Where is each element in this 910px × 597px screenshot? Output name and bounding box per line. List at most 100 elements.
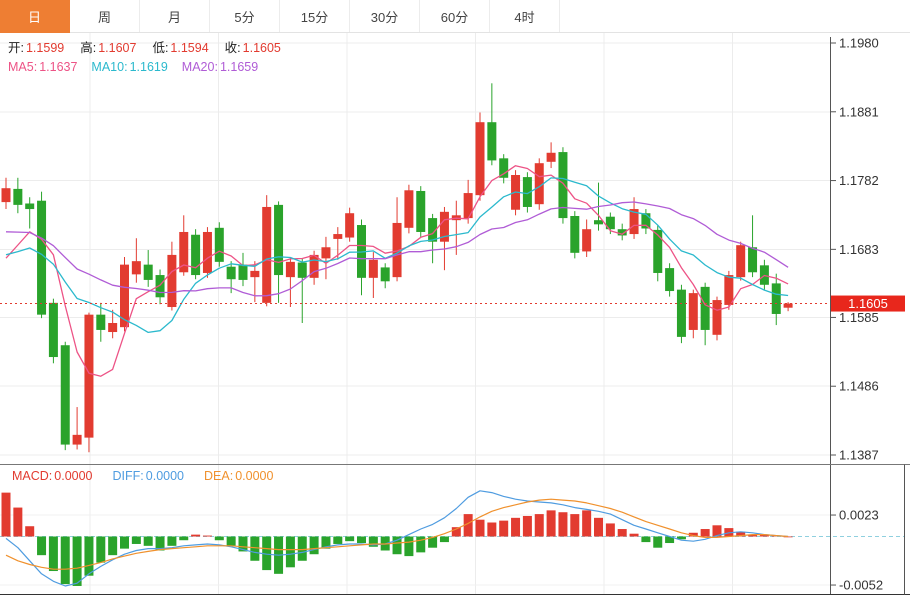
last-price-badge [831,295,905,312]
macd-histogram-bar [617,529,627,537]
macd-histogram-bar [475,519,485,537]
macd-histogram-bar [463,514,473,537]
candle-body [617,229,627,236]
candle-body [131,261,141,275]
candle-body [155,275,165,298]
macd-histogram-bar [309,536,319,555]
candle-body [309,254,319,278]
macd-histogram-bar [333,536,343,544]
macd-histogram-bar [13,507,23,537]
macd-histogram-bar [404,536,414,557]
candle-body [202,231,212,273]
macd-histogram-bar [688,532,698,537]
kline-chart-canvas[interactable]: 1.1980 1.1881 1.1782 1.1683 1.1585 1.1486 1.13… [0,33,910,597]
tab-day[interactable]: 日 [0,0,70,33]
candle-body [534,163,544,205]
tab-5min[interactable]: 5分 [210,0,280,32]
macd-histogram-bar [736,531,746,537]
candle-body [676,289,686,337]
candle-body [439,211,449,242]
macd-histogram-bar [48,536,58,572]
candle-body [629,209,639,235]
macd-tick-label: 0.0023 [839,508,879,523]
candle-body [333,234,343,239]
candle-body [546,152,556,162]
macd_header-diff-label: DIFF: [112,469,144,483]
candle-body [179,231,189,273]
candle-body [653,229,663,273]
ma-ma10-value: 1.1619 [129,60,168,74]
ohlc-readout: 开: 1.1599 高: 1.1607 低: 1.1594 收: 1.1605 [8,41,281,55]
macd-histogram-bar [416,536,426,553]
macd_header-macd: MACD: 0.0000 [12,469,93,483]
tab-60min[interactable]: 60分 [420,0,490,32]
ohlc-open-label: 开: [8,41,24,55]
timeframe-tabbar: 日周月 5分 15分 30分 60分 4时 [0,0,910,33]
tab-30min[interactable]: 30分 [350,0,420,32]
candle-body [641,213,651,229]
macd-histogram-bar [487,522,497,537]
macd-histogram-bar [143,536,153,546]
ohlc-low-label: 低: [152,41,169,55]
macd-histogram-bar [428,536,438,548]
ma20-line [5,201,789,297]
candle-body [214,227,224,262]
candle-body [250,270,260,278]
macd-histogram-bar [783,536,793,538]
macd-histogram-bar [558,512,568,537]
tab-month[interactable]: 月 [140,0,210,32]
ma5-line [5,165,789,377]
macd-histogram-bar [582,510,592,537]
candle-body [84,314,94,438]
macd-histogram-bar [167,536,177,546]
macd-histogram-bar [665,536,675,544]
candle-body [712,300,722,335]
ohlc-high-label: 高: [80,41,97,55]
ohlc-high: 高: 1.1607 [80,41,136,55]
candle-body [238,264,248,280]
ohlc-close: 收: 1.1605 [225,41,281,55]
candle-body [724,275,734,305]
price-tick-label: 1.1881 [839,104,879,119]
macd-histogram-bar [499,520,509,537]
macd-histogram-bar [641,536,651,543]
candle-body [25,203,35,210]
macd_header-dea: DEA: 0.0000 [204,469,273,483]
candle-body [297,262,307,278]
candle-body [96,314,106,330]
diff-line [5,490,789,587]
tab-15min[interactable]: 15分 [280,0,350,32]
candle-body [321,247,331,259]
macd_header-macd-value: 0.0000 [54,469,93,483]
candle-body [345,213,355,238]
macd-histogram-bar [392,536,402,555]
tab-week[interactable]: 周 [70,0,140,32]
macd-histogram-bar [653,536,663,548]
macd-histogram-bar [120,536,129,549]
macd-histogram-bar [96,536,106,563]
macd-histogram-bar [629,533,639,537]
macd-histogram-bar [202,535,212,537]
macd-histogram-bar [262,536,272,571]
candle-body [428,218,438,242]
ma-ma5-value: 1.1637 [39,60,78,74]
macd-histogram-bar [546,510,556,537]
candle-body [463,193,473,219]
candle-body [1,188,11,203]
macd_header-macd-label: MACD: [12,469,53,483]
price-tick-label: 1.1683 [839,242,879,257]
candle-body [582,229,592,252]
macd_header-dea-label: DEA: [204,469,234,483]
macd-histogram-bar [368,536,378,547]
candle-body [475,122,485,196]
macd-histogram-bar [357,536,366,544]
macd-histogram-bar [155,536,165,551]
macd-histogram-bar [594,517,603,537]
macd_header-diff-value: 0.0000 [145,469,184,483]
tab-4hour[interactable]: 4时 [490,0,560,32]
macd-histogram-bar [226,536,236,546]
macd-histogram-bar [238,536,248,552]
macd-histogram-bar [759,534,769,537]
macd-histogram-bar [700,529,710,537]
ohlc-low: 低: 1.1594 [152,41,208,55]
